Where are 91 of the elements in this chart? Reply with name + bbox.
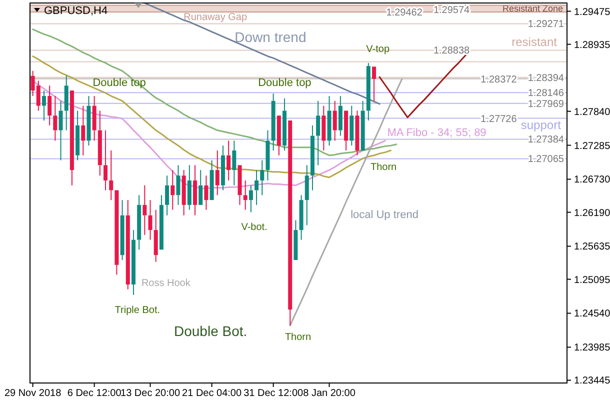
annotation: Runaway Gap xyxy=(184,12,248,23)
candlestick xyxy=(260,160,264,196)
candlestick xyxy=(366,62,370,121)
candlestick xyxy=(310,124,314,191)
candlestick xyxy=(220,145,225,191)
x-tick-label: 29 Nov 2018 xyxy=(4,388,62,399)
candlestick xyxy=(316,100,320,166)
candlestick xyxy=(271,93,276,151)
y-tick-label: 1.27285 xyxy=(574,140,610,152)
candlestick xyxy=(53,96,58,142)
ref-line-label: 1.27969 xyxy=(528,98,564,110)
candlestick xyxy=(86,96,91,146)
candlestick xyxy=(254,170,259,206)
ref-line-label: 1.28394 xyxy=(528,72,564,84)
candlestick xyxy=(193,164,198,216)
candlestick xyxy=(104,130,108,191)
ref-line-label: 1.27065 xyxy=(528,154,564,166)
candlestick xyxy=(165,175,170,216)
candlestick xyxy=(338,96,342,136)
annotation: Thorn xyxy=(284,332,312,343)
x-tick-label: 6 Dec 12:00 xyxy=(67,388,122,399)
candlestick xyxy=(137,194,142,250)
candlestick xyxy=(148,200,152,240)
candlestick xyxy=(350,105,354,146)
candlestick xyxy=(322,105,326,151)
candlestick xyxy=(299,194,304,240)
annotation: resistant xyxy=(512,35,558,49)
annotation: MA Fibo - 34; 55; 89 xyxy=(387,127,486,139)
x-tick-label: 13 Dec 20:00 xyxy=(120,388,180,399)
candlestick xyxy=(98,110,102,176)
annotation: Double top xyxy=(258,77,312,89)
candlestick xyxy=(48,85,52,126)
candlestick xyxy=(215,150,220,196)
candlestick xyxy=(76,110,80,161)
ref-line-label: 1.28146 xyxy=(528,88,564,100)
annotation: Down trend xyxy=(234,29,306,45)
y-tick-label: 1.26730 xyxy=(574,174,610,186)
candlestick xyxy=(126,200,130,290)
candlestick xyxy=(304,164,309,226)
candlestick xyxy=(327,96,332,146)
candlestick xyxy=(266,130,270,181)
ref-line-label: 1.27384 xyxy=(528,134,564,146)
y-tick-label: 1.25095 xyxy=(574,274,610,286)
annotation: Thorn xyxy=(370,162,397,173)
candlestick xyxy=(182,170,186,216)
annotation: support xyxy=(520,118,562,132)
ref-line-label: 1.28372 xyxy=(480,74,518,86)
chart-title: GBPUSD,H4 xyxy=(44,5,108,17)
y-tick-label: 1.23985 xyxy=(574,342,610,354)
annotation: Triple Bot. xyxy=(114,305,160,316)
y-tick-label: 1.29475 xyxy=(574,6,610,18)
x-tick-label: 31 Dec 12:00 xyxy=(244,388,304,399)
annotation: local Up trend xyxy=(350,209,418,221)
y-tick-label: 1.28935 xyxy=(574,40,610,51)
candlestick xyxy=(176,164,180,206)
candlestick xyxy=(355,110,360,156)
candlestick xyxy=(154,209,158,262)
candlestick xyxy=(232,140,236,186)
annotation: V-bot. xyxy=(241,222,268,233)
candlestick xyxy=(120,200,124,261)
y-tick-label: 1.25635 xyxy=(574,242,610,253)
ref-line-label: 1.27726 xyxy=(480,114,518,125)
ref-line-label: 1.28838 xyxy=(433,46,470,57)
candlestick xyxy=(226,140,231,181)
y-tick-label: 1.26190 xyxy=(574,208,610,219)
candlestick xyxy=(243,180,248,210)
candlestick xyxy=(170,170,175,210)
candlestick xyxy=(64,75,68,131)
y-tick-label: 1.23445 xyxy=(574,376,610,387)
candlestick xyxy=(204,175,208,210)
candlestick xyxy=(81,105,86,156)
annotation: Double top xyxy=(92,77,146,89)
candlestick xyxy=(142,184,147,236)
annotation: V-top xyxy=(366,44,390,55)
candlestick xyxy=(131,230,136,296)
candlestick xyxy=(248,184,253,213)
candlestick xyxy=(332,100,337,142)
band-label: Resistant Zone xyxy=(502,4,563,14)
y-tick-label: 1.27840 xyxy=(574,106,610,118)
candlestick xyxy=(92,96,96,142)
y-tick-label: 1.24540 xyxy=(574,308,610,320)
annotation: Double Bot. xyxy=(174,323,248,339)
ref-line-label: 1.29271 xyxy=(528,19,564,30)
candlestick xyxy=(58,100,63,161)
candlestick xyxy=(282,98,287,151)
candlestick xyxy=(109,150,114,201)
candlestick xyxy=(42,90,46,121)
x-tick-label: 8 Jan 20:00 xyxy=(303,388,356,399)
candlestick xyxy=(187,164,192,210)
x-tick-label: 21 Dec 04:00 xyxy=(182,388,242,399)
annotation: Ross Hook xyxy=(141,278,192,289)
